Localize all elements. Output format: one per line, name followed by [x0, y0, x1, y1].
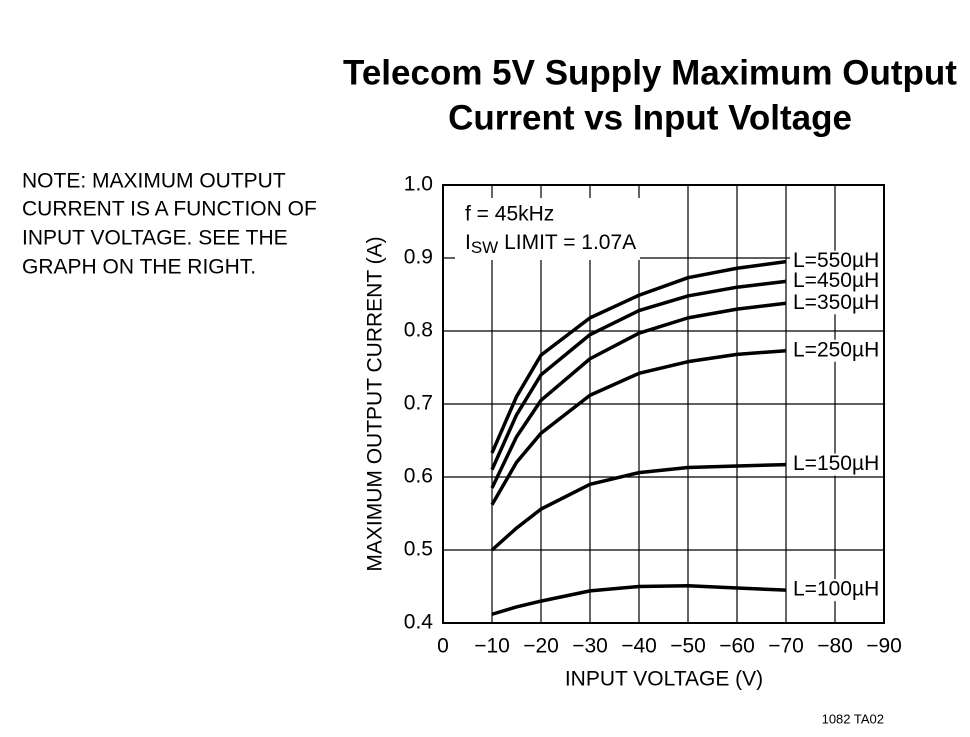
x-axis-label: INPUT VOLTAGE (V)	[565, 668, 763, 691]
label-bg	[790, 453, 883, 476]
annotation-part: SW	[471, 238, 498, 257]
series-label: L=350µH	[793, 291, 879, 314]
series-label: L=250µH	[793, 338, 879, 361]
line	[490, 259, 787, 454]
line	[490, 462, 787, 552]
x-tick-label: 0	[437, 635, 449, 658]
line	[490, 301, 787, 489]
x-tick-label: −50	[670, 635, 706, 658]
note: INPUT VOLTAGE. SEE THE	[22, 227, 288, 250]
y-tick-label: 0.9	[404, 246, 433, 269]
y-tick-label: 0.4	[404, 611, 434, 634]
x-tick-label: −30	[572, 635, 608, 658]
annotation: ISW LIMIT = 1.07A	[465, 231, 636, 258]
plot-frame	[442, 184, 885, 624]
series-label: L=550µH	[793, 249, 879, 272]
y-tick-label: 0.5	[404, 538, 433, 561]
note: NOTE: MAXIMUM OUTPUT	[22, 170, 286, 193]
y-tick-label: 0.8	[404, 319, 433, 342]
line	[491, 584, 787, 616]
line	[490, 348, 787, 506]
annotation-part: LIMIT = 1.07A	[498, 231, 636, 254]
annotation: f = 45kHz	[465, 203, 554, 226]
y-tick-label: 1.0	[404, 173, 433, 196]
footer: 1082 TA02	[822, 711, 884, 726]
note: CURRENT IS A FUNCTION OF	[22, 198, 317, 221]
label-bg	[790, 292, 883, 315]
x-tick-label: −20	[523, 635, 559, 658]
x-tick-label: −70	[768, 635, 804, 658]
y-axis-label: MAXIMUM OUTPUT CURRENT (A)	[364, 236, 387, 571]
series-label: L=150µH	[793, 452, 879, 475]
label-bg	[790, 579, 883, 602]
x-tick-label: −80	[817, 635, 853, 658]
annotation-bg	[455, 198, 640, 260]
x-tick-label: −60	[719, 635, 755, 658]
y-tick-label: 0.7	[404, 392, 433, 415]
label-bg	[790, 250, 883, 273]
x-tick-label: −40	[621, 635, 657, 658]
series-label: L=100µH	[793, 578, 879, 601]
chart-title: Telecom 5V Supply Maximum Output	[343, 53, 957, 92]
label-bg	[790, 270, 883, 293]
y-tick-label: 0.6	[404, 465, 433, 488]
chart-title: Current vs Input Voltage	[448, 98, 852, 137]
x-tick-label: −10	[474, 635, 510, 658]
series-label: L=450µH	[793, 269, 879, 292]
x-tick-label: −90	[866, 635, 902, 658]
label-bg	[790, 339, 883, 362]
annotation-part: I	[465, 231, 471, 254]
line	[490, 279, 787, 471]
note: GRAPH ON THE RIGHT.	[22, 256, 256, 279]
